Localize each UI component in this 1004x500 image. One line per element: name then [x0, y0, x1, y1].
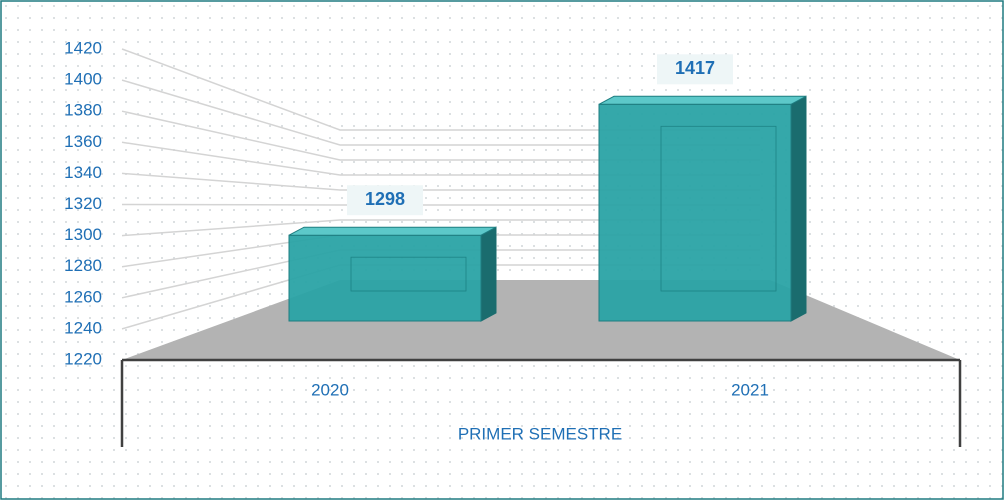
- y-tick-label: 1360: [64, 132, 102, 151]
- y-tick-label: 1340: [64, 163, 102, 182]
- x-tick-label: 2021: [731, 380, 769, 399]
- y-tick-label: 1420: [64, 38, 102, 57]
- y-tick-label: 1260: [64, 287, 102, 306]
- x-tick-label: 2020: [311, 380, 349, 399]
- value-label: 1298: [365, 189, 405, 209]
- y-tick-label: 1400: [64, 70, 102, 89]
- bar-inner: [350, 256, 467, 292]
- y-tick-label: 1300: [64, 225, 102, 244]
- value-label-bg: [657, 54, 733, 85]
- y-tick-label: 1240: [64, 318, 102, 337]
- bar-side: [790, 95, 807, 322]
- y-tick-label: 1280: [64, 256, 102, 275]
- bar: [598, 95, 807, 322]
- y-tick-label: 1320: [64, 194, 102, 213]
- bar-inner: [660, 125, 777, 292]
- bar-front: [598, 103, 792, 322]
- bars: 1298 1417: [288, 54, 807, 322]
- value-label-bg: [347, 185, 423, 216]
- bar-front: [288, 234, 482, 322]
- bar-top: [598, 95, 807, 105]
- bar-side: [480, 226, 497, 322]
- bar-top: [288, 226, 497, 236]
- x-axis-title: PRIMER SEMESTRE: [458, 424, 622, 443]
- y-tick-label: 1380: [64, 101, 102, 120]
- value-label: 1417: [675, 58, 715, 78]
- bar: [288, 226, 497, 322]
- y-tick-label: 1220: [64, 349, 102, 368]
